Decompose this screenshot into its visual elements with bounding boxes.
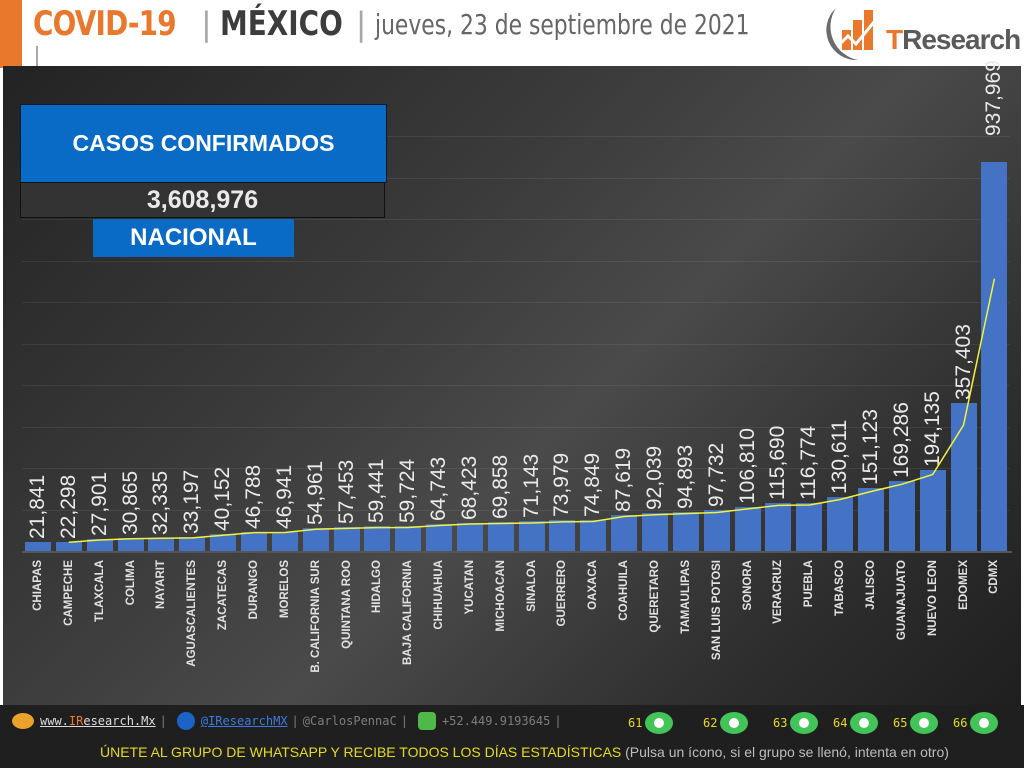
gridline [22,219,1010,220]
bar [364,526,391,551]
whatsapp-group-65[interactable]: 65 [893,712,939,734]
whatsapp-icon[interactable] [720,712,749,734]
whatsapp-icon[interactable] [645,712,674,734]
separator: | [159,714,167,728]
whatsapp-group-61[interactable]: 61 [628,712,674,734]
bar [518,521,545,551]
twitter-link[interactable]: @IResearchMX [200,714,288,728]
x-axis [22,551,1012,553]
chart-logo-icon [826,8,876,61]
whatsapp-icon[interactable] [970,712,999,734]
bar [395,526,422,551]
bar [302,528,329,551]
orange-accent-tab [0,0,22,68]
bar [580,519,607,551]
logo-wordmark: TResearch [886,24,1021,55]
gridline [22,344,1010,345]
title-separator: | [355,5,367,43]
footer-cta: ÚNETE AL GRUPO DE WHATSAPP Y RECIBE TODO… [100,744,949,760]
bar [487,522,514,551]
gridline [22,178,1010,179]
bar [919,470,946,551]
bar [857,488,884,551]
phone-number: +52.449.9193645 [441,714,551,728]
bar [642,512,668,551]
footer-contacts: www.IResearch.Mx | @IResearchMX | @Carlo… [12,712,566,730]
whatsapp-hint: (Pulsa un ícono, si el grupo se llenó, i… [625,744,949,760]
whatsapp-icon [417,712,436,730]
bar [888,480,915,551]
whatsapp-cta: ÚNETE AL GRUPO DE WHATSAPP Y RECIBE TODO… [100,744,622,760]
bar [950,402,977,551]
bar [86,539,113,551]
whatsapp-icon[interactable] [850,712,879,734]
bar [611,514,638,551]
bar [333,527,360,551]
bar [672,511,699,551]
bar [210,534,237,551]
globe-icon [12,713,34,729]
bar [25,541,51,551]
bar [271,531,298,551]
divider [36,46,38,66]
bar [981,162,1008,551]
gridline [22,261,1010,262]
website-link[interactable]: www.IResearch.Mx [40,714,156,728]
separator: | [291,714,299,728]
title-covid: COVID-19 [33,4,177,44]
gridline [22,385,1010,386]
bar [765,503,792,551]
tresearch-logo: TResearch [818,2,1024,64]
bar [179,537,206,551]
gridline [22,302,1010,303]
bar [827,496,854,551]
whatsapp-group-64[interactable]: 64 [833,712,879,734]
whatsapp-icon[interactable] [790,712,819,734]
kpi-scope-badge: NACIONAL [93,219,294,257]
bar [240,531,267,551]
bar [549,520,576,551]
gridline [22,510,1010,511]
bar [456,522,483,551]
bar [117,538,144,551]
bar [734,506,761,551]
twitter-icon[interactable] [176,712,195,730]
gridline [22,427,1010,428]
whatsapp-group-62[interactable]: 62 [703,712,749,734]
title-date: jueves, 23 de septiembre de 2021 [374,7,750,41]
bar [703,510,730,551]
page-title: COVID-19 | MÉXICO | jueves, 23 de septie… [33,0,855,48]
kpi-value: 3,608,976 [20,182,385,218]
bar [426,524,453,551]
bar [55,541,82,551]
gridline [22,468,1010,469]
gridline [22,136,1010,137]
whatsapp-icon[interactable] [910,712,939,734]
title-country: MÉXICO [219,4,343,44]
bar [796,502,823,551]
whatsapp-group-66[interactable]: 66 [953,712,999,734]
whatsapp-group-63[interactable]: 63 [773,712,819,734]
separator: | [400,714,408,728]
title-separator: | [201,5,212,43]
bar [148,537,175,551]
personal-handle[interactable]: @CarlosPennaC [302,714,397,728]
separator: | [554,714,562,728]
